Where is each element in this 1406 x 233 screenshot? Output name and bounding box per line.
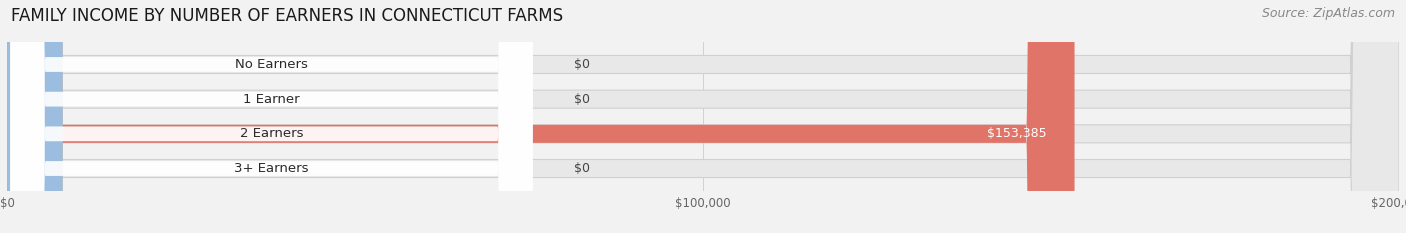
FancyBboxPatch shape [7,0,1399,233]
Text: No Earners: No Earners [235,58,308,71]
FancyBboxPatch shape [7,0,1074,233]
Text: $0: $0 [574,58,591,71]
FancyBboxPatch shape [7,0,63,233]
Text: $0: $0 [574,93,591,106]
Text: FAMILY INCOME BY NUMBER OF EARNERS IN CONNECTICUT FARMS: FAMILY INCOME BY NUMBER OF EARNERS IN CO… [11,7,564,25]
Text: $0: $0 [574,162,591,175]
Text: 1 Earner: 1 Earner [243,93,299,106]
Text: Source: ZipAtlas.com: Source: ZipAtlas.com [1261,7,1395,20]
FancyBboxPatch shape [10,0,533,233]
FancyBboxPatch shape [7,0,63,233]
FancyBboxPatch shape [7,0,1399,233]
FancyBboxPatch shape [7,0,63,233]
FancyBboxPatch shape [10,0,533,233]
FancyBboxPatch shape [10,0,533,233]
FancyBboxPatch shape [7,0,1399,233]
Text: 3+ Earners: 3+ Earners [235,162,309,175]
Text: $153,385: $153,385 [987,127,1046,140]
FancyBboxPatch shape [7,0,1399,233]
Text: 2 Earners: 2 Earners [240,127,304,140]
FancyBboxPatch shape [10,0,533,233]
